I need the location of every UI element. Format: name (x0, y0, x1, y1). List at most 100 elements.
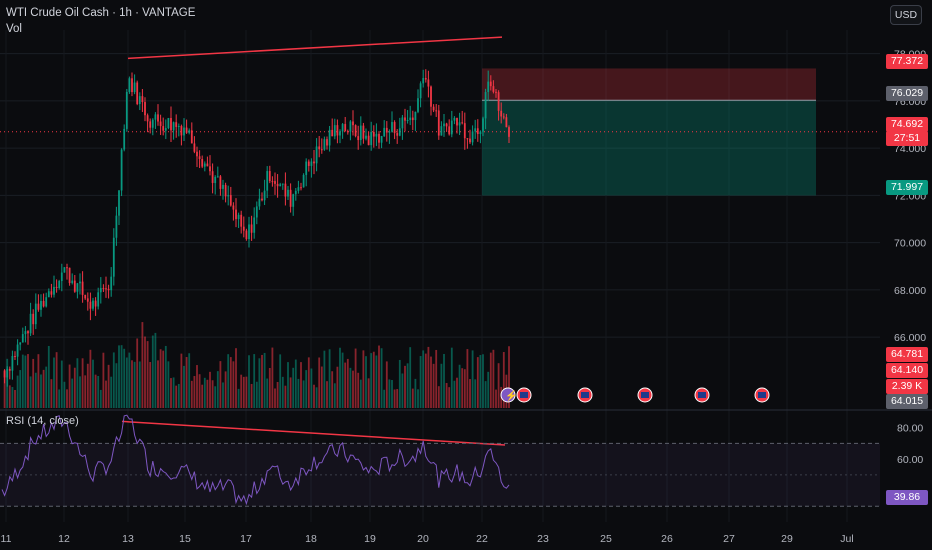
candle-body (492, 86, 495, 92)
candle-body (133, 82, 136, 93)
candle-body (479, 131, 482, 135)
candle-body (315, 146, 318, 164)
time-tick-label: 17 (240, 533, 252, 545)
volume-bar (214, 386, 217, 408)
candle-body (21, 334, 24, 343)
candle-body (58, 280, 61, 289)
volume-bar (279, 354, 282, 408)
volume-bar (357, 372, 360, 408)
volume-bar (401, 373, 404, 408)
volume-bar (107, 364, 110, 408)
candle-body (201, 159, 204, 167)
candle-body (112, 237, 115, 277)
candle-body (151, 119, 154, 128)
time-tick-label: 27 (723, 533, 735, 545)
trade-position[interactable] (0, 68, 880, 196)
volume-bar (24, 355, 27, 408)
volume-bar (445, 383, 448, 408)
volume-bar (40, 374, 42, 408)
candle-body (375, 133, 378, 137)
volume-bar (53, 357, 55, 408)
flag-canton (520, 392, 528, 398)
candle-body (125, 91, 128, 129)
volume-bar (294, 359, 297, 408)
volume-bar (411, 388, 414, 408)
candle-body (131, 78, 133, 93)
volume-bar (159, 349, 162, 408)
volume-bar (97, 375, 100, 408)
volume-bar (352, 370, 354, 408)
volume-bar (133, 361, 136, 408)
candle-body (326, 139, 328, 146)
volume-bar (164, 345, 167, 408)
candle-body (346, 131, 349, 133)
volume-bar (89, 349, 92, 408)
volume-bar (380, 348, 383, 408)
candle-body (237, 214, 240, 220)
candle-body (302, 174, 305, 188)
rsi-title[interactable]: RSI (14, close) (6, 415, 79, 427)
candle-body (372, 132, 375, 137)
volume-bar (8, 385, 11, 408)
volume-bars (3, 322, 510, 408)
volume-tag-3: 2.39 K (886, 379, 928, 394)
candle-body (482, 118, 484, 132)
candle-body (437, 110, 440, 136)
candle-body (14, 355, 16, 357)
volume-bar (323, 350, 326, 408)
volume-bar (393, 389, 396, 408)
candle-body (3, 370, 6, 378)
candle-body (453, 117, 456, 121)
flash-icon-bg (500, 387, 516, 403)
candle-body (86, 298, 89, 302)
candle-body (424, 78, 427, 80)
candle-body (419, 83, 422, 99)
volume-bar (167, 361, 170, 408)
candle-body (162, 126, 165, 131)
volume-bar (385, 361, 388, 408)
symbol-title[interactable]: WTI Crude Oil Cash · 1h · VANTAGE (6, 7, 196, 19)
currency-button[interactable]: USD (890, 5, 922, 25)
volume-bar (222, 382, 224, 408)
rsi-trendline (121, 420, 506, 446)
volume-bar (14, 389, 16, 408)
volume-bar (391, 380, 393, 408)
candle-body (193, 143, 196, 152)
flag-canton (641, 392, 649, 398)
volume-bar (99, 389, 102, 408)
candle-body (141, 96, 144, 103)
candle-body (99, 287, 102, 293)
volume-bar (196, 365, 198, 408)
candle-body (209, 166, 211, 172)
volume-bar (489, 352, 492, 408)
volume-bar (466, 349, 469, 408)
candle-body (297, 187, 300, 191)
volume-bar (331, 371, 334, 408)
flash-glyph: ⚡ (505, 389, 517, 402)
volume-bar (45, 366, 48, 408)
event-icons[interactable]: ⚡ (500, 387, 770, 403)
volume-bar (128, 352, 131, 408)
candle-body (497, 92, 500, 111)
volume-bar (461, 368, 464, 408)
volume-bar (201, 384, 204, 408)
candle-body (339, 131, 341, 136)
candle-body (34, 303, 37, 325)
candle-body (185, 127, 188, 133)
volume-bar (71, 378, 74, 408)
volume-bar (305, 370, 308, 408)
trendlines[interactable] (121, 36, 506, 446)
candle-body (102, 287, 105, 289)
us-flag-icon (637, 387, 653, 403)
volume-bar (424, 353, 427, 408)
time-tick-label: 13 (122, 533, 134, 545)
volume-bar (102, 352, 105, 408)
candle-body (76, 283, 79, 292)
candle-body (40, 300, 42, 310)
candle-body (71, 280, 74, 284)
candle-body (84, 294, 87, 299)
candle-body (401, 117, 404, 129)
volume-bar (274, 388, 276, 408)
candle-body (331, 129, 334, 137)
